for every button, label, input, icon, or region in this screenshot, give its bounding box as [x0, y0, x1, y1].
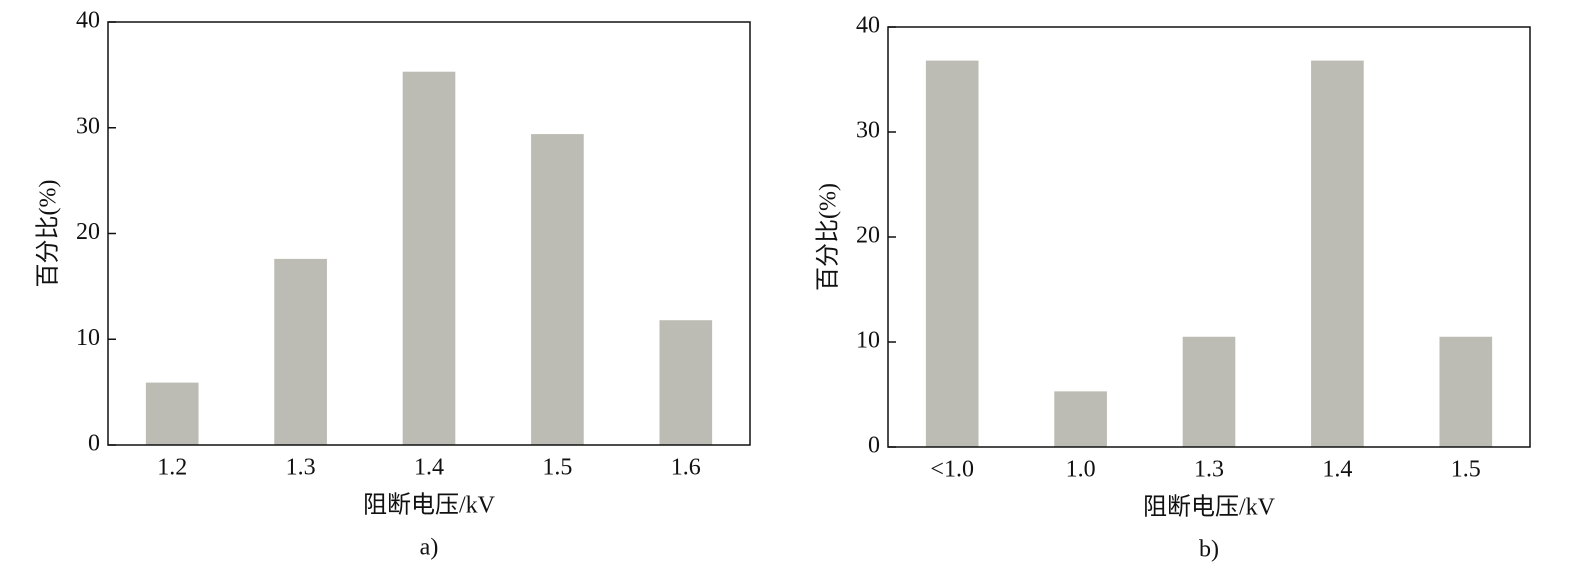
y-tick-label: 0 — [88, 431, 100, 457]
y-axis-label: 百分比(%) — [815, 183, 842, 291]
bar — [1182, 336, 1236, 447]
bar — [1054, 391, 1107, 447]
x-tick-label: 1.6 — [671, 455, 701, 481]
x-tick-label: 1.5 — [1451, 457, 1481, 483]
x-axis-label: 阻断电压/kV — [363, 492, 496, 519]
y-tick-label: 10 — [856, 328, 880, 354]
y-tick-label: 30 — [76, 113, 100, 139]
bar — [274, 258, 327, 445]
y-axis-label: 百分比(%) — [35, 180, 62, 288]
y-tick-label: 40 — [76, 8, 100, 34]
x-tick-label: 1.5 — [542, 455, 572, 481]
x-tick-label: <1.0 — [930, 457, 974, 483]
caption: b) — [1199, 537, 1219, 563]
y-tick-label: 20 — [856, 223, 880, 249]
x-tick-label: 1.0 — [1066, 457, 1096, 483]
bar — [145, 382, 199, 445]
y-tick-label: 30 — [856, 118, 880, 144]
bar — [531, 134, 584, 445]
y-tick-label: 40 — [856, 13, 880, 39]
x-axis-label: 阻断电压/kV — [1143, 494, 1276, 521]
x-tick-label: 1.3 — [1194, 457, 1224, 483]
y-tick-label: 20 — [76, 219, 100, 245]
bar — [1311, 60, 1364, 447]
bar — [659, 320, 713, 445]
x-tick-label: 1.4 — [1322, 457, 1352, 483]
x-tick-label: 1.3 — [286, 455, 316, 481]
bar — [402, 71, 456, 445]
bar — [925, 60, 979, 447]
caption: a) — [420, 535, 439, 561]
y-tick-label: 0 — [868, 433, 880, 459]
x-tick-label: 1.4 — [414, 455, 444, 481]
y-tick-label: 10 — [76, 325, 100, 351]
bar — [1439, 336, 1493, 447]
x-tick-label: 1.2 — [157, 455, 187, 481]
